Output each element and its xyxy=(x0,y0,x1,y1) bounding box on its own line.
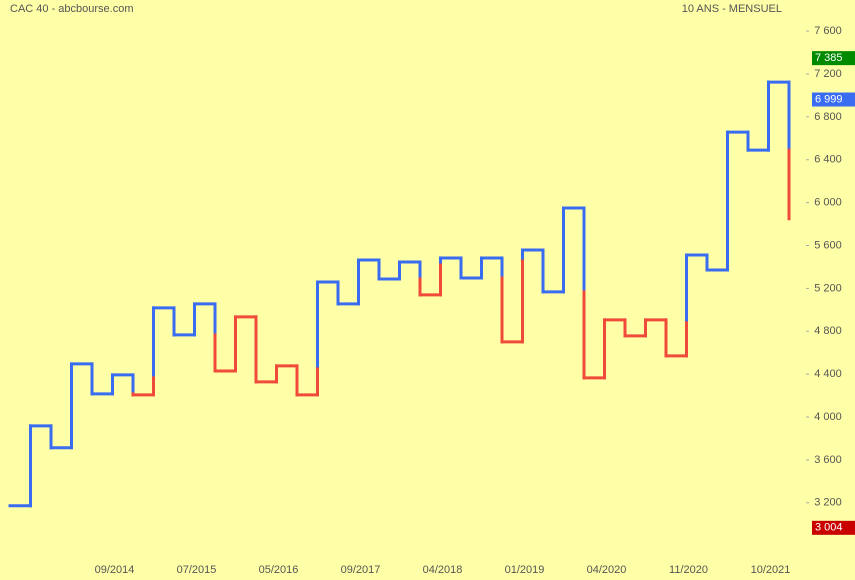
y-tick-label: 7 600 xyxy=(814,25,842,37)
price-marker-label: 7 385 xyxy=(815,52,843,64)
chart-subtitle: 10 ANS - MENSUEL xyxy=(682,3,782,15)
x-tick-label: 09/2014 xyxy=(95,564,135,576)
price-marker-label: 3 004 xyxy=(815,522,843,534)
price-marker xyxy=(812,51,855,66)
y-tick-label: 6 000 xyxy=(814,197,842,209)
price-marker-label: 6 999 xyxy=(815,93,843,105)
y-tick-label: 4 000 xyxy=(814,411,842,423)
y-tick-label: 6 400 xyxy=(814,154,842,166)
x-tick-label: 04/2020 xyxy=(587,564,627,576)
x-tick-label: 01/2019 xyxy=(505,564,545,576)
price-marker xyxy=(812,92,855,107)
y-tick-label: 6 800 xyxy=(814,111,842,123)
x-tick-label: 11/2020 xyxy=(669,564,708,576)
price-marker xyxy=(812,520,855,535)
x-tick-label: 04/2018 xyxy=(423,564,463,576)
y-tick-label: 5 600 xyxy=(814,239,842,251)
y-tick-label: 4 800 xyxy=(814,325,842,337)
y-tick-label: 4 400 xyxy=(814,368,842,380)
y-tick-label: 3 600 xyxy=(814,454,842,466)
x-tick-label: 10/2021 xyxy=(751,564,791,576)
x-tick-label: 09/2017 xyxy=(341,564,381,576)
x-tick-label: 05/2016 xyxy=(259,564,299,576)
y-tick-label: 7 200 xyxy=(814,68,842,80)
chart-title: CAC 40 - abcbourse.com xyxy=(10,3,134,15)
x-tick-label: 07/2015 xyxy=(177,564,217,576)
y-tick-label: 5 200 xyxy=(814,282,842,294)
y-tick-label: 3 200 xyxy=(814,497,842,509)
